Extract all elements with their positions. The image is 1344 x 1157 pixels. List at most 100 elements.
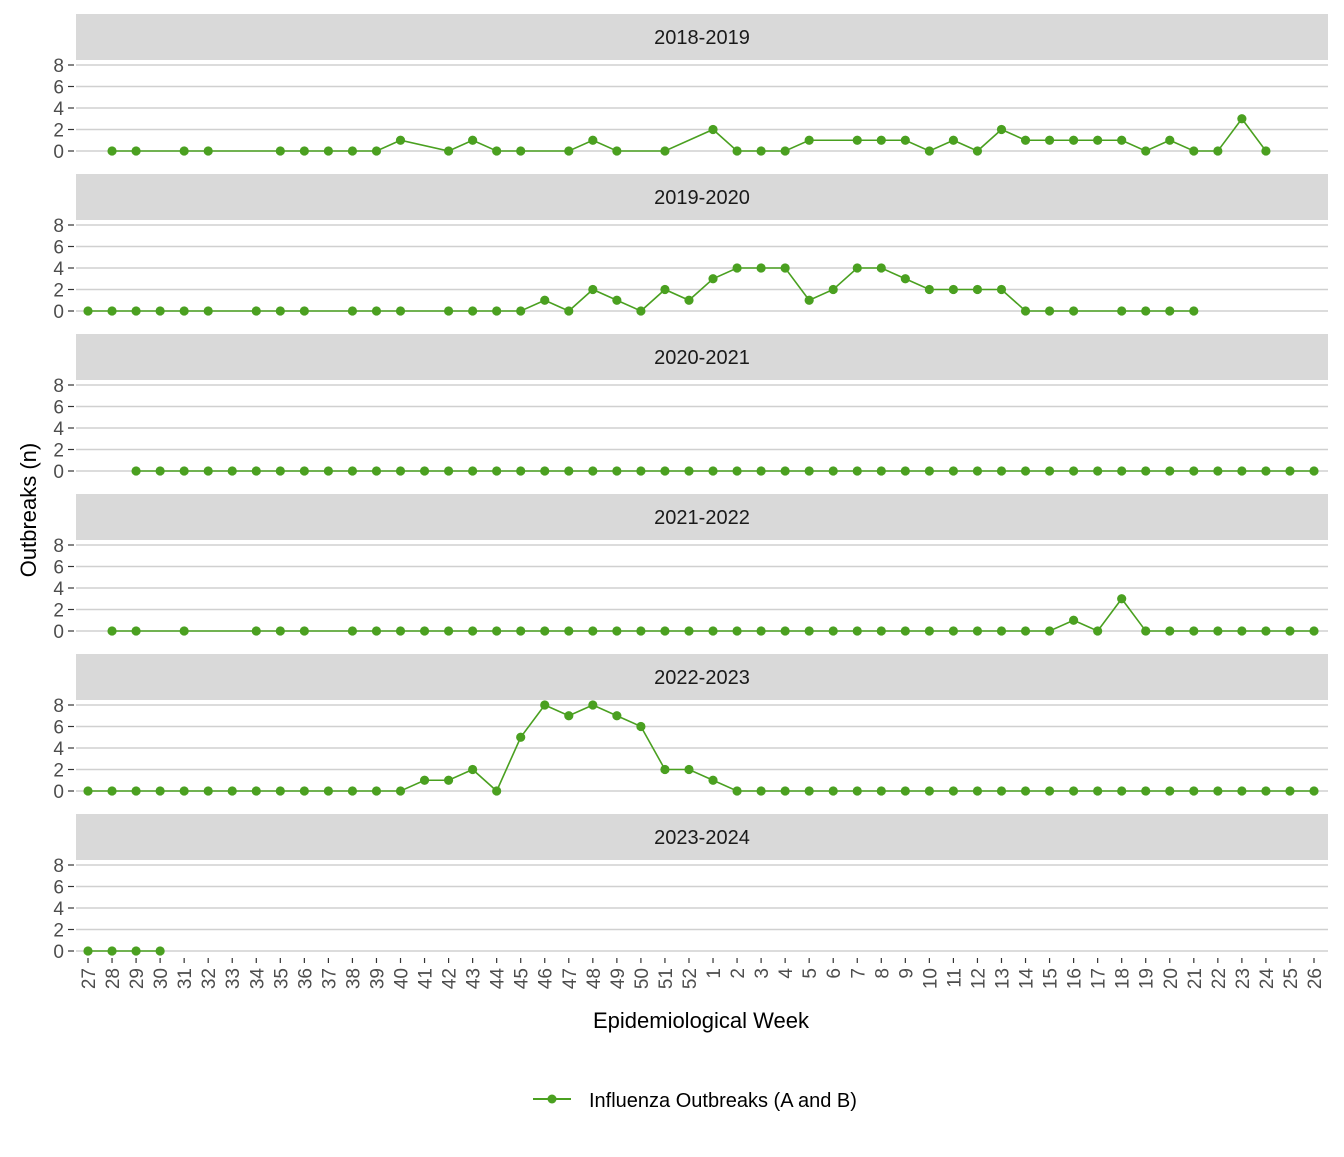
data-point	[203, 306, 213, 316]
series-line	[112, 117, 1267, 152]
x-tick-label: 43	[464, 968, 485, 989]
data-point	[660, 764, 670, 775]
x-tick-label: 8	[872, 968, 893, 979]
data-point	[636, 626, 646, 636]
data-point	[804, 466, 814, 476]
data-point	[804, 626, 814, 636]
data-point	[1309, 786, 1319, 796]
x-tick-label: 3	[752, 968, 773, 979]
x-tick-label: 1	[704, 968, 725, 979]
x-tick-label: 46	[536, 968, 557, 989]
x-axis-title: Epidemiological Week	[593, 1008, 810, 1033]
data-point	[395, 135, 406, 145]
y-tick-label: 6	[53, 238, 64, 259]
data-point	[1285, 466, 1295, 476]
x-tick-label: 5	[800, 968, 821, 979]
y-tick-label: 2	[53, 921, 64, 942]
data-point	[1213, 626, 1223, 636]
x-tick-label: 11	[944, 968, 965, 988]
data-point	[443, 146, 454, 156]
data-point	[1117, 594, 1127, 604]
data-point	[1213, 146, 1223, 156]
data-point	[1189, 466, 1199, 476]
x-tick-label: 37	[319, 968, 340, 989]
data-point	[443, 775, 454, 785]
data-point	[107, 946, 117, 956]
data-point	[347, 786, 358, 796]
data-point	[588, 626, 598, 636]
data-point	[251, 306, 261, 316]
facet-strip	[76, 494, 1328, 540]
data-point	[1309, 466, 1319, 476]
data-point	[564, 626, 574, 636]
data-point	[636, 466, 646, 476]
data-point	[323, 146, 333, 156]
data-point	[756, 786, 766, 796]
y-tick-label: 6	[53, 78, 64, 99]
data-point	[251, 626, 261, 636]
x-tick-label: 36	[295, 968, 316, 989]
data-point	[852, 135, 862, 145]
data-point	[1117, 135, 1127, 145]
data-point	[131, 626, 141, 636]
data-point	[1093, 466, 1103, 476]
data-point	[876, 626, 886, 636]
data-point	[924, 626, 934, 636]
data-point	[131, 306, 141, 316]
data-point	[972, 786, 983, 796]
x-tick-label: 24	[1257, 968, 1278, 990]
data-point	[804, 295, 814, 305]
data-point	[299, 466, 309, 476]
data-point	[83, 786, 93, 796]
data-point	[1020, 306, 1031, 316]
data-point	[131, 786, 141, 796]
data-point	[1165, 466, 1175, 476]
x-tick-label: 41	[416, 968, 437, 989]
data-point	[852, 263, 862, 273]
series-line	[112, 597, 1314, 632]
data-point	[804, 135, 814, 145]
data-point	[516, 626, 526, 636]
data-point	[900, 626, 910, 636]
y-tick-label: 2	[53, 281, 64, 302]
data-point	[155, 306, 165, 316]
data-point	[564, 306, 574, 316]
data-point	[540, 295, 550, 305]
data-point	[1309, 626, 1319, 636]
data-point	[924, 786, 934, 796]
data-point	[1069, 786, 1079, 796]
x-tick-label: 48	[584, 968, 605, 989]
data-point	[1165, 135, 1175, 145]
data-point	[732, 466, 742, 476]
data-point	[492, 786, 502, 796]
x-tick-label: 44	[488, 968, 509, 990]
data-point	[732, 626, 742, 636]
data-point	[684, 466, 694, 476]
data-point	[1069, 135, 1079, 145]
y-tick-label: 2	[53, 441, 64, 462]
y-axis-title: Outbreaks (n)	[16, 443, 41, 578]
y-tick-label: 2	[53, 761, 64, 782]
x-tick-label: 19	[1137, 968, 1158, 989]
data-point	[996, 284, 1007, 295]
data-point	[1117, 786, 1127, 796]
data-point	[948, 626, 959, 636]
data-point	[564, 146, 574, 156]
x-tick-label: 39	[367, 968, 388, 989]
data-point	[1237, 626, 1247, 636]
data-point	[179, 626, 189, 636]
data-point	[588, 466, 598, 476]
data-point	[612, 466, 622, 476]
data-point	[1117, 466, 1127, 476]
facet-strip	[76, 814, 1328, 860]
data-point	[1141, 306, 1151, 316]
data-point	[612, 295, 622, 305]
x-tick-label: 14	[1017, 968, 1038, 990]
data-point	[612, 626, 622, 636]
x-tick-label: 9	[896, 968, 917, 979]
data-point	[395, 466, 406, 476]
data-point	[948, 135, 959, 145]
data-point	[924, 466, 934, 476]
y-tick-label: 0	[53, 142, 64, 163]
